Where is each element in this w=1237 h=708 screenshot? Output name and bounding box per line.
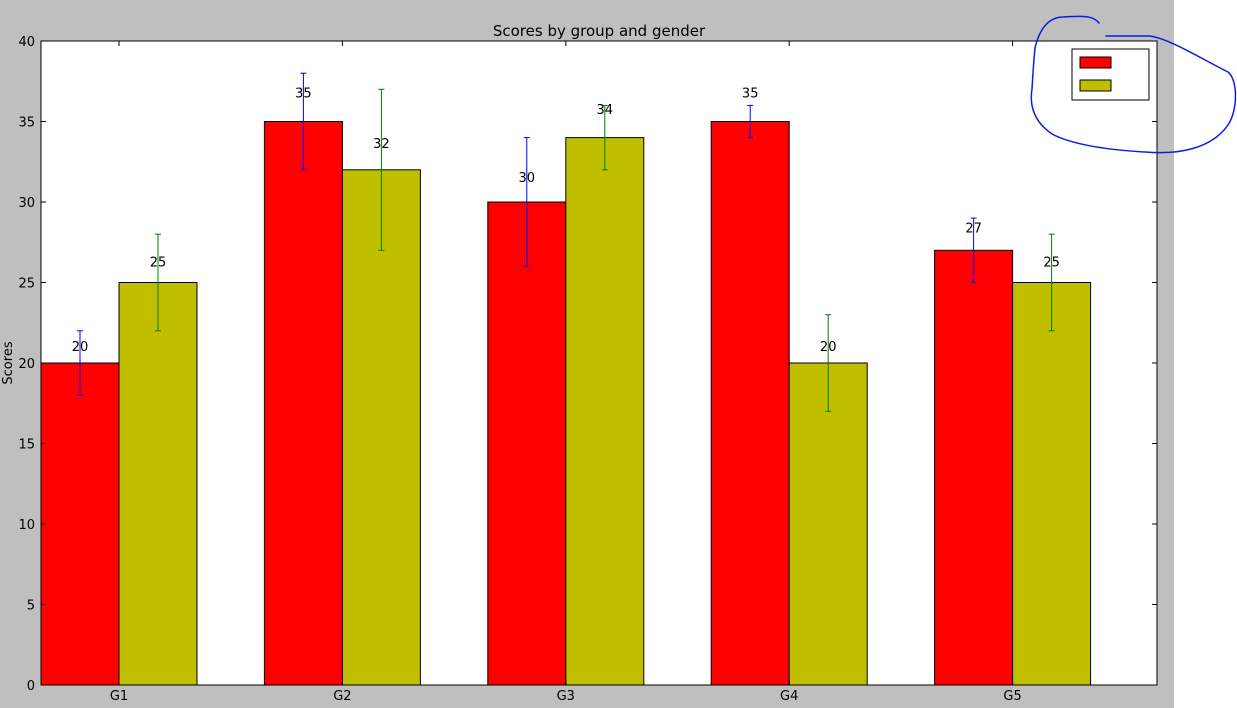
annotation-hook-stroke [1034, 15, 1100, 49]
y-axis: 0 5 10 15 20 25 30 35 40 [18, 35, 1157, 694]
errorbar-g3-series-2 [601, 104, 608, 171]
bar-g4-series-1 [710, 121, 790, 686]
data-label-g1-series-1: 20 [72, 340, 89, 355]
errorbar-g4-series-1 [747, 104, 754, 139]
errorbar-g1-series-1 [77, 330, 83, 396]
data-label-g4-series-2: 20 [820, 340, 837, 355]
errorbar-g5-series-1 [970, 217, 977, 283]
errorbar-g4-series-2 [825, 314, 832, 412]
bar-g3-series-2 [565, 137, 645, 686]
errorbar-g2-series-2 [378, 88, 385, 251]
errorbar-g2-series-1 [300, 72, 307, 171]
y-tick-label-15: 15 [18, 438, 35, 453]
bar-g2-series-1 [263, 121, 343, 686]
x-tick-label-g5: G5 [1003, 689, 1021, 704]
data-label-g5-series-2: 25 [1043, 255, 1060, 270]
legend-swatch-series-1 [1079, 56, 1112, 69]
errorbar-g3-series-1 [523, 137, 530, 267]
outside-area [1174, 0, 1237, 708]
x-tick-label-g4: G4 [780, 689, 798, 704]
y-tick-label-10: 10 [18, 518, 35, 533]
bar-g3-series-1 [487, 201, 567, 686]
data-label-g3-series-2: 34 [597, 103, 614, 118]
y-tick-label-35: 35 [18, 116, 35, 131]
bar-g1-series-2 [118, 282, 198, 686]
y-tick-label-40: 40 [18, 35, 35, 50]
x-tick-label-g3: G3 [557, 689, 575, 704]
errorbar-g1-series-2 [155, 233, 161, 332]
legend [1071, 48, 1150, 101]
data-label-g1-series-2: 25 [150, 255, 167, 270]
errorbar-g5-series-2 [1048, 233, 1055, 332]
y-tick-label-20: 20 [18, 357, 35, 372]
y-tick-label-5: 5 [27, 599, 35, 614]
bar-g2-series-2 [341, 169, 421, 686]
x-tick-label-g1: G1 [110, 689, 128, 704]
y-axis-label: Scores [1, 341, 16, 384]
bar-g1-series-1 [40, 362, 120, 686]
y-tick-label-25: 25 [18, 277, 35, 292]
y-tick-label-30: 30 [18, 196, 35, 211]
data-labels-layer: 20 35 30 35 27 25 32 34 20 25 [72, 86, 1060, 355]
data-label-g3-series-1: 30 [519, 171, 536, 186]
legend-swatch-series-2 [1079, 79, 1112, 92]
data-label-g2-series-1: 35 [295, 86, 312, 101]
handwritten-annotation [1030, 15, 1237, 154]
y-tick-label-0: 0 [27, 679, 35, 694]
chart-title: Scores by group and gender [493, 22, 706, 40]
x-axis: G1 G2 G3 G4 G5 [110, 41, 1022, 704]
data-label-g2-series-2: 32 [373, 137, 390, 152]
x-tick-label-g2: G2 [333, 689, 351, 704]
data-label-g4-series-1: 35 [742, 86, 759, 101]
bar-g5-series-1 [934, 249, 1014, 686]
bar-g5-series-2 [1012, 282, 1092, 686]
errorbars-layer [77, 72, 1055, 412]
annotation-loop-stroke [1030, 35, 1237, 154]
data-label-g5-series-1: 27 [965, 222, 982, 237]
